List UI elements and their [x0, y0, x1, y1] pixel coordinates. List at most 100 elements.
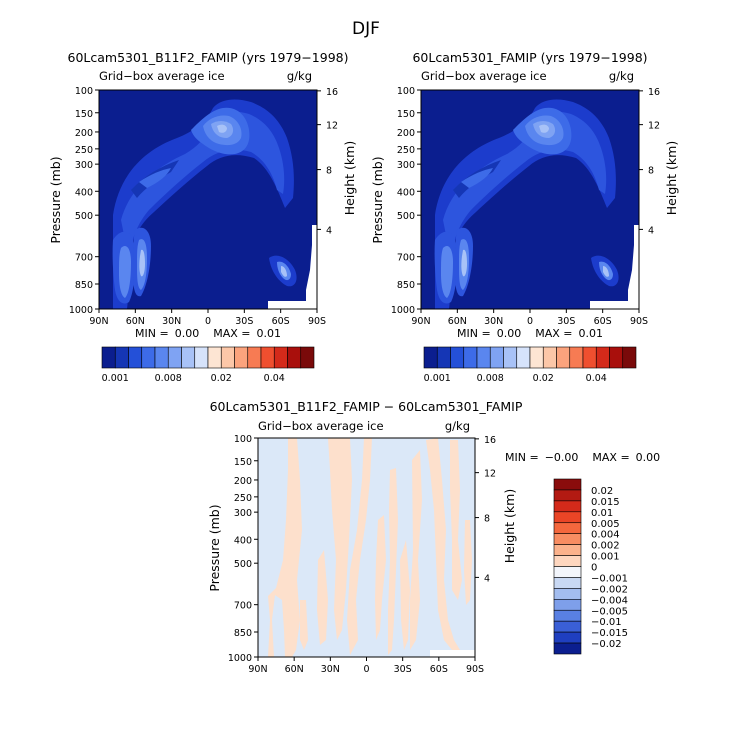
colorbar-swatch — [234, 346, 249, 369]
y-right-tick-label: 8 — [648, 166, 654, 177]
colorbar-label: 0.04 — [586, 373, 607, 384]
colorbar-swatch — [553, 642, 582, 655]
colorbar-swatch — [436, 346, 451, 369]
y-tick-label: 100 — [234, 434, 252, 445]
colorbar-label: 0.002 — [591, 541, 620, 552]
panel-diff-missing-region — [430, 650, 475, 657]
colorbar-swatch — [503, 346, 518, 369]
colorbar-swatch — [529, 346, 544, 369]
panel-right-stats: MIN = 0.00 MAX = 0.01 — [457, 327, 603, 340]
colorbar-swatch — [489, 346, 504, 369]
panel-left-title: 60Lcam5301_B11F2_FAMIP (yrs 1979−1998) — [68, 50, 349, 65]
x-tick-label: 30S — [394, 664, 412, 675]
y-right-tick-label: 4 — [484, 573, 490, 584]
y-tick-label: 1000 — [391, 305, 415, 316]
x-tick-label: 60N — [285, 664, 304, 675]
colorbar-label: 0.005 — [591, 519, 620, 530]
page-title: DJF — [352, 19, 380, 39]
y-right-tick-label: 16 — [326, 87, 338, 98]
x-tick-label: 90S — [630, 316, 648, 327]
colorbar-label: 0.04 — [264, 373, 285, 384]
y-tick-label: 150 — [234, 457, 252, 468]
colorbar-label: −0.002 — [591, 584, 628, 595]
panel-diff-units: g/kg — [445, 419, 470, 433]
colorbar-swatch — [553, 609, 582, 622]
x-tick-label: 90N — [411, 316, 430, 327]
colorbar-label: 0.02 — [533, 373, 554, 384]
colorbar-swatch — [553, 599, 582, 611]
y-tick-label: 1000 — [69, 305, 93, 316]
panel-diff-stats: MIN = −0.00 MAX = 0.00 — [505, 451, 660, 464]
colorbar-label: 0.015 — [591, 497, 620, 508]
panel-diff: 60Lcam5301_B11F2_FAMIP − 60Lcam5301_FAMI… — [207, 399, 660, 675]
colorbar-swatch — [207, 346, 222, 369]
y-tick-label: 500 — [75, 211, 93, 222]
x-tick-label: 0 — [363, 664, 369, 675]
x-tick-label: 30N — [162, 316, 181, 327]
y-tick-label: 250 — [234, 493, 252, 504]
colorbar-label: 0.004 — [591, 530, 620, 541]
panel-left-subtitle: Grid−box average ice — [99, 69, 225, 83]
panel-right-ice-field — [434, 99, 639, 309]
colorbar-swatch — [450, 346, 465, 369]
panel-right-units: g/kg — [609, 69, 634, 83]
y-tick-label: 150 — [397, 109, 415, 120]
y-tick-label: 150 — [75, 109, 93, 120]
panel-left-ice-field — [112, 99, 317, 309]
panel-left-units: g/kg — [287, 69, 312, 83]
colorbar-swatch — [553, 489, 582, 502]
panel-diff-title: 60Lcam5301_B11F2_FAMIP − 60Lcam5301_FAMI… — [210, 399, 523, 414]
colorbar-label: −0.015 — [591, 628, 628, 639]
panel-left-ylabel-right: Height (km) — [342, 141, 357, 215]
colorbar-swatch — [582, 346, 597, 369]
colorbar-swatch — [300, 346, 315, 369]
panel-left-ylabel: Pressure (mb) — [48, 156, 63, 243]
colorbar-swatch — [553, 500, 582, 513]
y-tick-label: 200 — [234, 476, 252, 487]
panel-diff-ylabel: Pressure (mb) — [207, 504, 222, 591]
x-tick-label: 90S — [466, 664, 484, 675]
y-tick-label: 300 — [234, 508, 252, 519]
x-tick-label: 30S — [235, 316, 253, 327]
y-tick-label: 300 — [75, 160, 93, 171]
y-right-tick-label: 4 — [326, 225, 332, 236]
x-tick-label: 0 — [527, 316, 533, 327]
panel-diff-field — [268, 438, 472, 657]
y-right-tick-label: 16 — [648, 87, 660, 98]
colorbar-swatch — [553, 631, 582, 644]
colorbar-swatch — [569, 346, 584, 369]
panel-left: 60Lcam5301_B11F2_FAMIP (yrs 1979−1998) G… — [48, 50, 357, 384]
y-tick-label: 400 — [397, 187, 415, 198]
y-tick-label: 1000 — [228, 653, 252, 664]
colorbar-swatch — [167, 346, 182, 369]
x-tick-label: 60S — [272, 316, 290, 327]
y-tick-label: 400 — [234, 535, 252, 546]
panel-right-ylabel: Pressure (mb) — [370, 156, 385, 243]
colorbar-swatch — [114, 346, 129, 369]
colorbar-label: −0.001 — [591, 573, 628, 584]
x-tick-label: 30N — [321, 664, 340, 675]
panel-right: 60Lcam5301_FAMIP (yrs 1979−1998) Grid−bo… — [370, 50, 679, 384]
y-tick-label: 500 — [397, 211, 415, 222]
colorbar-swatch — [154, 346, 169, 369]
colorbar-label: 0.02 — [591, 486, 613, 497]
panel-right-title: 60Lcam5301_FAMIP (yrs 1979−1998) — [412, 50, 647, 65]
x-tick-label: 60S — [430, 664, 448, 675]
y-tick-label: 400 — [75, 187, 93, 198]
y-tick-label: 300 — [397, 160, 415, 171]
colorbar-swatch — [609, 346, 624, 369]
y-tick-label: 700 — [75, 253, 93, 264]
y-right-tick-label: 4 — [648, 225, 654, 236]
colorbar-swatch — [553, 555, 582, 567]
colorbar-swatch — [516, 346, 531, 369]
panel-right-ylabel-right: Height (km) — [664, 141, 679, 215]
colorbar-swatch — [101, 346, 116, 369]
colorbar-label: −0.004 — [591, 595, 628, 606]
y-right-tick-label: 12 — [326, 121, 338, 132]
colorbar-swatch — [553, 620, 582, 633]
colorbar-swatch — [556, 346, 571, 369]
x-tick-label: 90N — [248, 664, 267, 675]
colorbar-swatch — [595, 346, 610, 369]
colorbar: 0.001 0.008 0.02 0.04 — [101, 346, 315, 384]
